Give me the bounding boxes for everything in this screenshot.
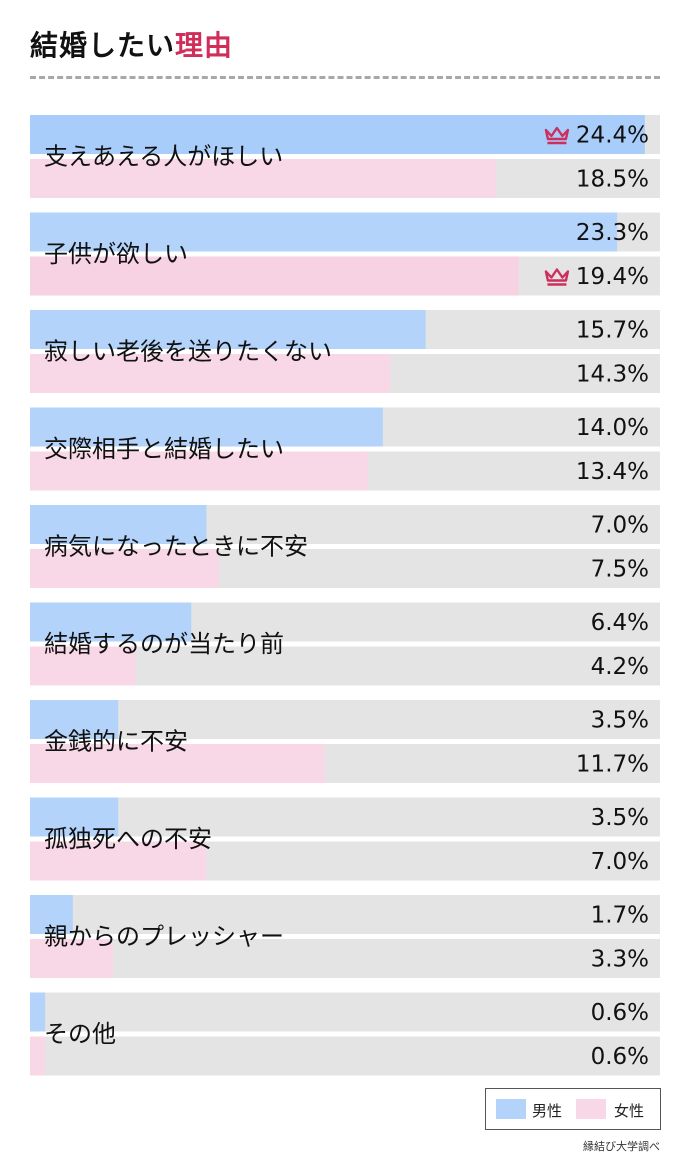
- legend: 男性 女性: [485, 1088, 661, 1130]
- category-label: 子供が欲しい: [44, 240, 188, 268]
- category-label: 孤独死への不安: [44, 825, 212, 853]
- legend-label-female: 女性: [614, 1102, 645, 1120]
- crown-icon: [544, 268, 570, 282]
- bar-track: [30, 939, 660, 978]
- category-label: 支えあえる人がほしい: [44, 143, 283, 171]
- bar-female: [30, 646, 136, 686]
- bar-track: [30, 895, 660, 934]
- bar-track: [30, 1036, 660, 1076]
- bar-female: [30, 744, 325, 783]
- value-label-female: 14.3%: [576, 362, 649, 388]
- bar-female: [30, 1036, 46, 1076]
- title-divider: [30, 76, 660, 79]
- bar-female: [30, 939, 114, 978]
- value-label-male: 0.6%: [591, 1000, 649, 1026]
- legend-swatch-female: [576, 1099, 606, 1119]
- source-note: 縁結び大学調べ: [583, 1140, 660, 1153]
- bar-male: [30, 310, 426, 349]
- value-label-male: 24.4%: [576, 123, 649, 149]
- bar-male: [30, 505, 207, 544]
- value-label-female: 0.6%: [591, 1044, 649, 1070]
- bar-female: [30, 354, 391, 393]
- category-label: 金銭的に不安: [44, 728, 188, 756]
- bar-track: [30, 797, 660, 837]
- value-label-female: 3.3%: [591, 947, 649, 973]
- value-label-female: 19.4%: [576, 264, 649, 290]
- value-label-male: 3.5%: [591, 708, 649, 734]
- value-label-female: 11.7%: [576, 752, 649, 778]
- value-label-male: 1.7%: [591, 903, 649, 929]
- bar-male: [30, 992, 46, 1032]
- category-label: 病気になったときに不安: [44, 533, 308, 561]
- bar-male: [30, 700, 119, 739]
- value-label-female: 7.5%: [591, 557, 649, 583]
- bar-male: [30, 895, 73, 934]
- chart-title: 結婚したい理由: [30, 24, 233, 64]
- value-label-male: 15.7%: [576, 318, 649, 344]
- bar-track: [30, 992, 660, 1032]
- crown-icon: [544, 126, 570, 141]
- value-label-male: 23.3%: [576, 220, 649, 246]
- bar-female: [30, 549, 219, 588]
- bar-male: [30, 115, 645, 154]
- title-main: 結婚したい: [30, 29, 176, 62]
- value-label-female: 18.5%: [576, 167, 649, 193]
- legend-swatch-male: [496, 1099, 526, 1119]
- category-label: 交際相手と結婚したい: [44, 435, 284, 463]
- legend-label-male: 男性: [532, 1102, 563, 1120]
- bar-female: [30, 841, 207, 881]
- value-label-female: 13.4%: [576, 459, 649, 485]
- bar-male: [30, 212, 618, 252]
- bar-track: [30, 700, 660, 739]
- category-label: 結婚するのが当たり前: [44, 630, 284, 658]
- value-label-male: 6.4%: [591, 610, 649, 636]
- bar-female: [30, 256, 519, 296]
- bar-male: [30, 797, 119, 837]
- bar-female: [30, 159, 497, 198]
- value-label-female: 4.2%: [591, 654, 649, 680]
- value-label-male: 7.0%: [591, 513, 649, 539]
- bar-female: [30, 451, 368, 491]
- value-label-male: 14.0%: [576, 415, 649, 441]
- value-label-female: 7.0%: [591, 849, 649, 875]
- value-label-male: 3.5%: [591, 805, 649, 831]
- bar-male: [30, 407, 383, 447]
- bar-male: [30, 602, 192, 642]
- category-label: 寂しい老後を送りたくない: [44, 338, 332, 366]
- category-label: 親からのプレッシャー: [44, 923, 284, 951]
- title-accent: 理由: [175, 29, 234, 62]
- category-label: その他: [44, 1020, 116, 1048]
